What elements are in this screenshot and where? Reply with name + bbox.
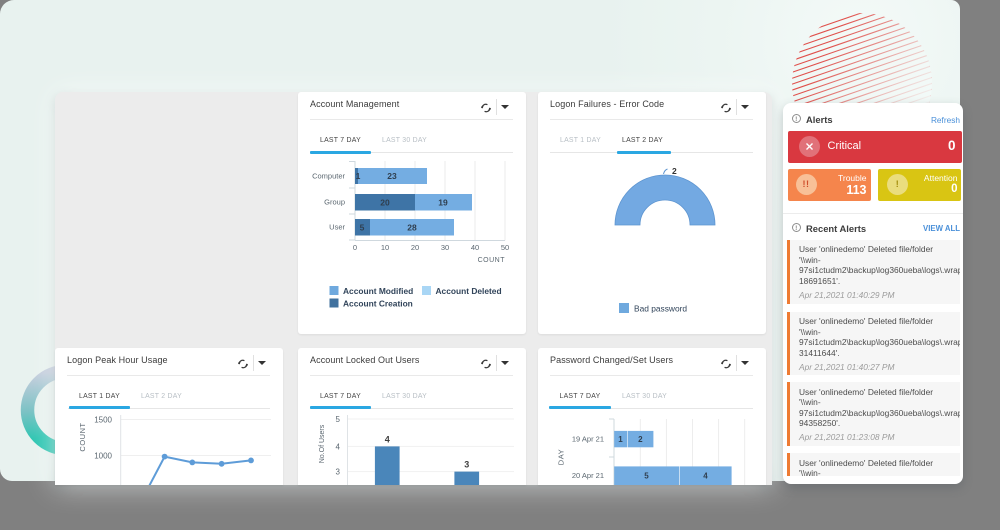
svg-text:COUNT: COUNT <box>78 422 87 451</box>
svg-text:4: 4 <box>336 442 341 451</box>
svg-text:User: User <box>329 223 345 232</box>
svg-text:19 Apr 21: 19 Apr 21 <box>572 435 604 444</box>
svg-text:19: 19 <box>438 198 448 208</box>
svg-text:40: 40 <box>471 243 479 252</box>
svg-text:3: 3 <box>464 460 469 470</box>
svg-text:2: 2 <box>638 435 643 444</box>
svg-text:28: 28 <box>407 223 417 233</box>
svg-text:1500: 1500 <box>94 416 112 425</box>
svg-text:30: 30 <box>441 243 449 252</box>
svg-text:23: 23 <box>387 171 397 181</box>
svg-text:3: 3 <box>336 468 341 477</box>
svg-text:Group: Group <box>324 198 345 207</box>
svg-text:10: 10 <box>381 243 389 252</box>
svg-text:5: 5 <box>644 472 649 481</box>
svg-text:Account Modified: Account Modified <box>343 286 413 296</box>
svg-text:5: 5 <box>360 223 365 233</box>
svg-text:Bad password: Bad password <box>634 304 687 314</box>
svg-text:50: 50 <box>501 243 509 252</box>
svg-text:5: 5 <box>336 415 341 424</box>
svg-text:20: 20 <box>411 243 419 252</box>
svg-text:1000: 1000 <box>94 452 112 461</box>
svg-text:1: 1 <box>618 435 623 444</box>
svg-text:20 Apr 21: 20 Apr 21 <box>572 471 604 480</box>
svg-text:Computer: Computer <box>312 172 345 181</box>
svg-text:1: 1 <box>356 171 361 181</box>
svg-text:4: 4 <box>703 472 708 481</box>
svg-text:Account Creation: Account Creation <box>343 299 413 309</box>
svg-text:2: 2 <box>672 166 677 176</box>
svg-text:0: 0 <box>353 243 357 252</box>
svg-text:20: 20 <box>380 198 390 208</box>
svg-text:Account Deleted: Account Deleted <box>436 286 502 296</box>
svg-text:DAY: DAY <box>557 449 566 465</box>
svg-text:COUNT: COUNT <box>478 257 506 264</box>
svg-text:4: 4 <box>385 435 390 445</box>
svg-text:No.Of Users: No.Of Users <box>319 424 326 463</box>
